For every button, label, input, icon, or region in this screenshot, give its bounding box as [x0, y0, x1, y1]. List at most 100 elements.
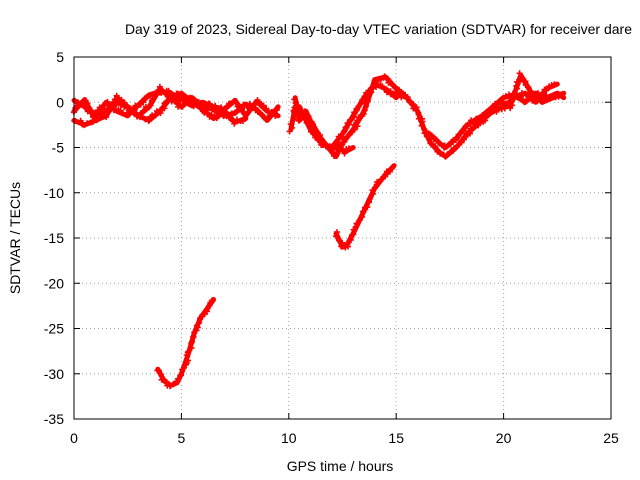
y-tick-label: -15	[44, 230, 64, 246]
data-point	[338, 243, 345, 250]
data-point	[543, 87, 550, 94]
data-point	[192, 100, 199, 107]
data-point	[94, 108, 101, 115]
data-point	[296, 104, 303, 111]
data-point	[516, 70, 523, 77]
data-point	[333, 145, 340, 152]
data-point	[430, 136, 437, 143]
data-point	[455, 131, 462, 138]
data-point	[85, 104, 92, 111]
y-tick-label: -10	[44, 185, 64, 201]
data-point	[101, 102, 108, 109]
data-point	[177, 372, 184, 379]
data-point	[72, 118, 79, 124]
data-point	[556, 91, 563, 98]
data-point	[452, 144, 459, 151]
data-point	[161, 105, 168, 112]
series-track-mid-2	[286, 79, 399, 150]
data-point	[462, 123, 469, 130]
y-tick-label: -5	[52, 140, 65, 156]
data-point	[342, 135, 349, 142]
x-tick-labels: 0 5 10 15 20 25	[70, 430, 619, 446]
data-point	[482, 117, 489, 124]
data-point	[432, 143, 439, 150]
data-point	[453, 135, 460, 142]
x-tick-label: 20	[496, 430, 512, 446]
data-point	[175, 90, 181, 97]
y-tick-label: -25	[44, 321, 64, 337]
x-tick-label: 10	[281, 430, 297, 446]
series-track-mid-3	[329, 143, 356, 157]
series-layer	[70, 70, 567, 390]
data-point	[90, 113, 96, 120]
data-point	[427, 140, 434, 147]
data-point	[240, 118, 246, 125]
y-axis-label: SDTVAR / TECUs	[7, 182, 23, 294]
data-point	[359, 214, 366, 220]
data-point	[154, 89, 161, 96]
data-point	[388, 165, 395, 172]
data-point	[346, 131, 353, 138]
data-point	[355, 103, 362, 110]
data-point	[413, 104, 420, 111]
data-point	[180, 364, 187, 371]
data-point	[341, 139, 348, 145]
data-point	[354, 117, 361, 124]
data-point	[364, 98, 371, 105]
y-tick-label: -35	[44, 411, 64, 427]
data-point	[515, 94, 522, 101]
plot-frame	[73, 56, 612, 420]
data-point	[270, 109, 276, 116]
data-point	[307, 122, 313, 129]
data-point	[535, 90, 542, 97]
data-point	[410, 105, 417, 112]
data-point	[518, 89, 525, 96]
data-point	[175, 375, 181, 382]
data-point	[319, 141, 326, 148]
data-point	[130, 110, 137, 117]
x-tick-label: 0	[70, 430, 78, 446]
y-tick-label: -20	[44, 275, 64, 291]
data-point	[140, 99, 147, 106]
data-point	[189, 338, 195, 345]
data-point	[366, 89, 373, 96]
data-point	[436, 140, 443, 147]
data-point	[336, 237, 342, 244]
data-point	[372, 184, 379, 191]
data-point	[347, 116, 354, 123]
data-point	[170, 381, 177, 388]
data-point	[166, 93, 173, 100]
data-point	[233, 99, 240, 106]
data-point	[143, 94, 150, 101]
data-point	[185, 348, 192, 355]
data-point	[134, 113, 141, 120]
data-point	[254, 97, 261, 104]
data-point	[479, 112, 486, 119]
data-point	[339, 133, 346, 140]
data-point	[361, 106, 368, 113]
data-point	[225, 111, 232, 118]
series-track-deep	[154, 297, 217, 390]
data-point	[77, 117, 84, 124]
data-point	[551, 81, 558, 88]
series-track-mid-deep	[333, 163, 397, 251]
data-point	[96, 104, 103, 111]
data-point	[398, 94, 405, 101]
data-point	[247, 103, 254, 110]
x-tick-label: 5	[178, 430, 186, 446]
data-point	[512, 90, 518, 97]
data-point	[339, 239, 346, 246]
data-point	[333, 233, 339, 240]
data-point	[190, 334, 197, 341]
data-point	[364, 204, 371, 211]
data-point	[493, 108, 500, 115]
data-point	[367, 195, 373, 202]
data-point	[185, 357, 192, 364]
data-point	[336, 146, 343, 153]
data-point	[475, 116, 482, 123]
data-point	[123, 102, 130, 109]
data-point	[502, 93, 509, 100]
data-point	[207, 104, 214, 111]
data-point	[351, 121, 357, 128]
data-point	[110, 101, 117, 108]
